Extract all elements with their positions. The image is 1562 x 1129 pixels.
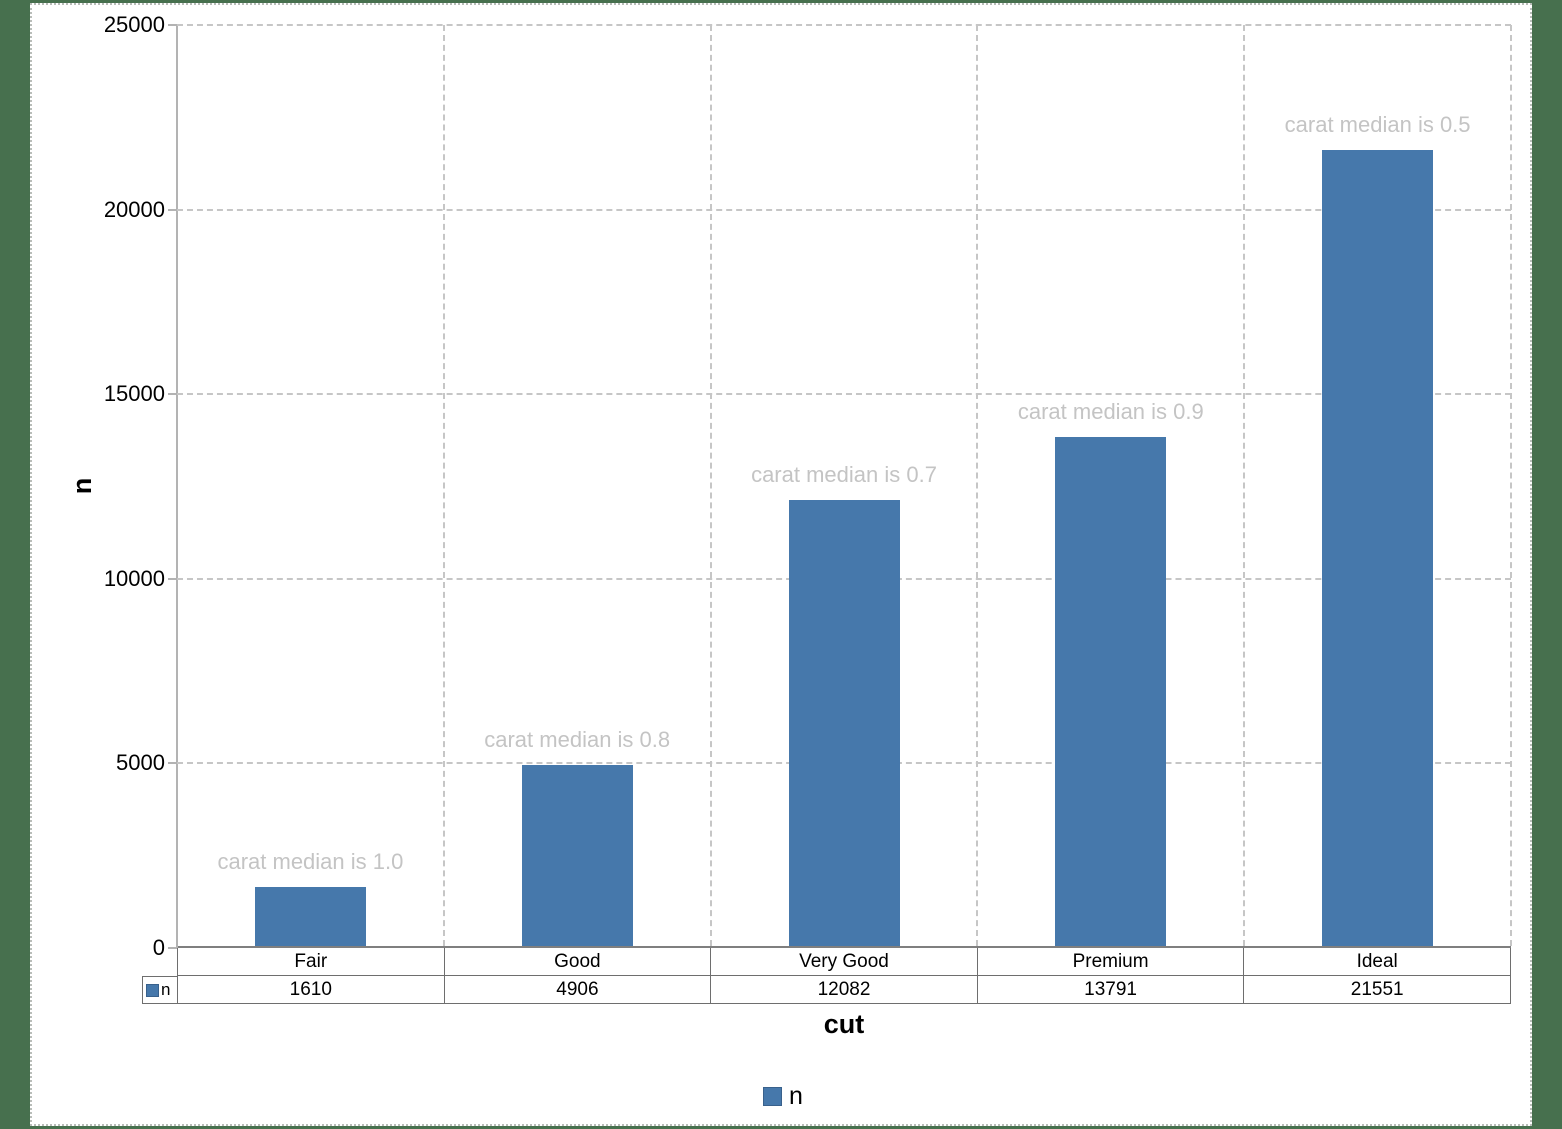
y-axis-tick-mark xyxy=(168,393,177,396)
bar-premium[interactable] xyxy=(1055,436,1167,946)
bar-annotation: carat median is 0.7 xyxy=(751,461,937,487)
legend-entry-label: n xyxy=(789,1081,803,1110)
y-axis-title: n xyxy=(66,477,97,495)
horizontal-gridline xyxy=(177,393,1511,396)
bar-annotation: carat median is 1.0 xyxy=(217,848,404,874)
bar-ideal[interactable] xyxy=(1322,150,1434,946)
bar-annotation: carat median is 0.5 xyxy=(1284,112,1471,138)
y-axis-tick-mark xyxy=(168,208,177,211)
value-cell: 12082 xyxy=(710,976,977,1004)
y-axis-tick-label: 0 xyxy=(152,935,165,960)
x-axis-title: cut xyxy=(823,1009,865,1039)
bar-annotation: carat median is 0.8 xyxy=(484,726,671,752)
category-cell: Very Good xyxy=(710,948,977,976)
horizontal-gridline xyxy=(177,208,1511,211)
data-table-value-row: 1610 4906 12082 13791 21551 xyxy=(177,976,1511,1004)
y-axis-tick-mark xyxy=(168,762,177,765)
bar-very-good[interactable] xyxy=(788,499,900,946)
y-axis-line xyxy=(176,25,178,948)
horizontal-gridline xyxy=(177,24,1511,26)
y-axis-tick-label: 15000 xyxy=(103,381,165,407)
chart-canvas[interactable]: 0 5000 10000 15000 20000 25000 carat median is… xyxy=(30,3,1532,1126)
category-cell: Fair xyxy=(177,948,444,976)
bar-fair[interactable] xyxy=(254,886,366,946)
value-cell: 21551 xyxy=(1243,976,1511,1004)
category-cell: Good xyxy=(443,948,711,976)
data-table-category-row: Fair Good Very Good Premium Ideal xyxy=(177,948,1511,976)
series-color-key-icon xyxy=(146,983,159,997)
data-table-row-header: n xyxy=(142,976,178,1004)
vertical-gridline xyxy=(1510,25,1512,946)
data-table-row-header-label: n xyxy=(161,980,171,999)
value-cell: 4906 xyxy=(443,976,711,1004)
vertical-gridline xyxy=(709,25,712,946)
category-cell: Premium xyxy=(976,948,1244,976)
y-axis-tick-mark xyxy=(168,577,177,580)
y-axis-tick-mark xyxy=(168,947,177,949)
legend-color-swatch-icon xyxy=(763,1086,783,1106)
y-axis-tick-label: 5000 xyxy=(116,750,165,776)
vertical-gridline xyxy=(976,25,979,946)
chart-legend[interactable]: n xyxy=(32,1081,1534,1111)
category-cell: Ideal xyxy=(1243,948,1511,976)
y-axis-tick-label: 25000 xyxy=(103,12,165,37)
vertical-gridline xyxy=(442,25,445,946)
y-axis-tick-mark xyxy=(168,24,177,26)
y-axis-tick-label: 20000 xyxy=(103,196,165,222)
bar-good[interactable] xyxy=(521,764,633,946)
value-cell: 1610 xyxy=(177,976,444,1004)
plot-area: 0 5000 10000 15000 20000 25000 carat median is… xyxy=(104,12,1512,960)
bar-annotation: carat median is 0.9 xyxy=(1017,398,1204,424)
vertical-gridline xyxy=(1243,25,1246,946)
value-cell: 13791 xyxy=(976,976,1244,1004)
y-axis-tick-label: 10000 xyxy=(103,565,165,591)
